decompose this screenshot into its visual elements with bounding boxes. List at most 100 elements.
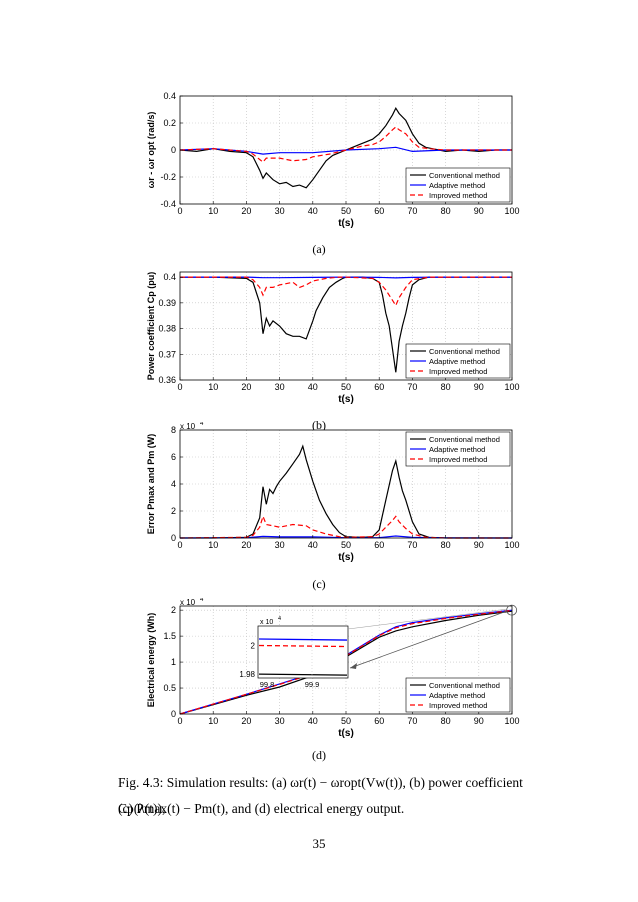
x-tick-label: 30	[275, 716, 285, 726]
legend-label: Conventional method	[429, 347, 500, 356]
plot-b: 0 10 20 30 40 50 60 70 80 90 100 0.36 0.37 0.38 0.39 0.…	[146, 271, 520, 405]
zoom-arrow-head	[350, 663, 357, 669]
axis-multiplier-exponent: 4	[200, 422, 204, 427]
x-tick-label: 100	[504, 540, 519, 550]
legend-label: Improved method	[429, 191, 487, 200]
x-tick-label: 40	[308, 206, 318, 216]
x-axis-label: t(s)	[338, 552, 354, 563]
zoom-arrow	[349, 610, 507, 669]
y-axis-label: ωr - ωr opt (rad/s)	[146, 112, 156, 189]
y-tick-label: 8	[171, 425, 176, 435]
legend-label: Conventional method	[429, 171, 500, 180]
axis-multiplier-exponent: 4	[200, 598, 204, 603]
legend-label: Improved method	[429, 701, 487, 710]
x-tick-label: 30	[275, 540, 285, 550]
x-tick-label: 10	[208, 206, 218, 216]
zoom-guide-line	[347, 608, 507, 630]
series-line-improved	[179, 514, 512, 539]
x-axis-label: t(s)	[338, 394, 354, 405]
series-line-improved	[179, 609, 513, 715]
axis-multiplier: x 10	[180, 422, 196, 431]
x-tick-label: 0	[177, 206, 182, 216]
plot-d: 0 10 20 30 40 50 60 70 80 90 100 0 0.5 1 1.5 2 t(s) Elect…	[146, 598, 520, 739]
y-tick-label: 0.38	[158, 324, 176, 334]
x-tick-label: 30	[275, 382, 285, 392]
series-line-improved	[180, 276, 512, 307]
y-tick-label: 0.2	[163, 118, 176, 128]
x-tick-label: 100	[504, 382, 519, 392]
x-tick-label: 50	[341, 382, 351, 392]
x-tick-label: 40	[308, 540, 318, 550]
x-tick-label: 100	[504, 206, 519, 216]
x-tick-label: 10	[208, 382, 218, 392]
y-tick-label: -0.4	[160, 199, 176, 209]
figure-caption-line2: (c) Pmax(t) − Pm(t), and (d) electrical …	[118, 801, 405, 816]
x-tick-label: 90	[474, 382, 484, 392]
series-line-conventional	[180, 444, 512, 539]
inset-y-tick-label: 1.98	[239, 670, 255, 679]
y-tick-label: 0.36	[158, 375, 176, 385]
x-tick-label: 50	[341, 206, 351, 216]
y-tick-label: 4	[171, 479, 176, 489]
x-tick-label: 80	[441, 540, 451, 550]
x-tick-label: 60	[374, 716, 384, 726]
y-tick-label: 0.39	[158, 298, 176, 308]
x-tick-label: 20	[241, 206, 251, 216]
figure-caption-line1: Fig. 4.3: Simulation results: (a) ωr(t) …	[118, 775, 523, 816]
inset-frame	[257, 625, 349, 679]
x-tick-label: 60	[374, 382, 384, 392]
x-tick-label: 20	[241, 716, 251, 726]
x-tick-label: 80	[441, 206, 451, 216]
x-tick-label: 50	[341, 540, 351, 550]
x-tick-label: 70	[407, 206, 417, 216]
subfigure-label-b: (b)	[312, 418, 326, 432]
x-tick-label: 0	[177, 716, 182, 726]
y-tick-label: 0.4	[163, 272, 176, 282]
y-tick-label: 0	[171, 533, 176, 543]
legend-label: Adaptive method	[429, 445, 485, 454]
inset-series-line	[258, 644, 348, 648]
y-tick-label: 0.5	[163, 683, 176, 693]
y-tick-label: 2	[171, 605, 176, 615]
plot-a: 0 10 20 30 40 50 60 70 80 90 100 -0.4 -0.2 0 0.2 0.4 t(s…	[146, 91, 520, 229]
x-tick-label: 10	[208, 540, 218, 550]
y-tick-label: 0.4	[163, 91, 176, 101]
x-axis-label: t(s)	[338, 728, 354, 739]
y-tick-label: -0.2	[160, 172, 176, 182]
figure-caption-label: Fig. 4.3:	[118, 775, 164, 790]
y-tick-label: 0	[171, 709, 176, 719]
subfigure-label-d: (d)	[312, 748, 326, 762]
y-tick-label: 0	[171, 145, 176, 155]
y-axis-label: Error Pmax and Pm (W)	[146, 434, 156, 535]
x-tick-label: 90	[474, 716, 484, 726]
x-tick-label: 40	[308, 382, 318, 392]
inset-series-line	[258, 638, 348, 641]
x-tick-label: 90	[474, 206, 484, 216]
y-axis-label: Electrical energy (Wh)	[146, 613, 156, 708]
zoom-marker-circle	[506, 604, 518, 616]
x-tick-label: 40	[308, 716, 318, 726]
subfigure-label-a: (a)	[312, 242, 326, 256]
series-line-improved	[179, 126, 512, 163]
y-tick-label: 2	[171, 506, 176, 516]
y-tick-label: 0.37	[158, 349, 176, 359]
subfigure-label-c: (c)	[312, 577, 326, 591]
x-tick-label: 70	[407, 716, 417, 726]
legend-label: Adaptive method	[429, 181, 485, 190]
x-tick-label: 30	[275, 206, 285, 216]
x-tick-label: 80	[441, 382, 451, 392]
inset-x-tick-label: 99.9	[305, 680, 320, 689]
plot-c: 0 10 20 30 40 50 60 70 80 90 100 0 2 4 6 8 t(s) Error Pma…	[146, 422, 520, 563]
x-tick-label: 0	[177, 382, 182, 392]
axis-multiplier: x 10	[180, 598, 196, 607]
legend-label: Improved method	[429, 455, 487, 464]
x-tick-label: 50	[341, 716, 351, 726]
legend-label: Conventional method	[429, 435, 500, 444]
y-axis-label: Power coefficient Cp (pu)	[146, 272, 156, 381]
inset-x-tick-label: 99.8	[260, 680, 275, 689]
y-tick-label: 1.5	[163, 631, 176, 641]
legend-label: Conventional method	[429, 681, 500, 690]
page-number: 35	[312, 836, 326, 851]
y-tick-label: 6	[171, 452, 176, 462]
x-tick-label: 80	[441, 716, 451, 726]
